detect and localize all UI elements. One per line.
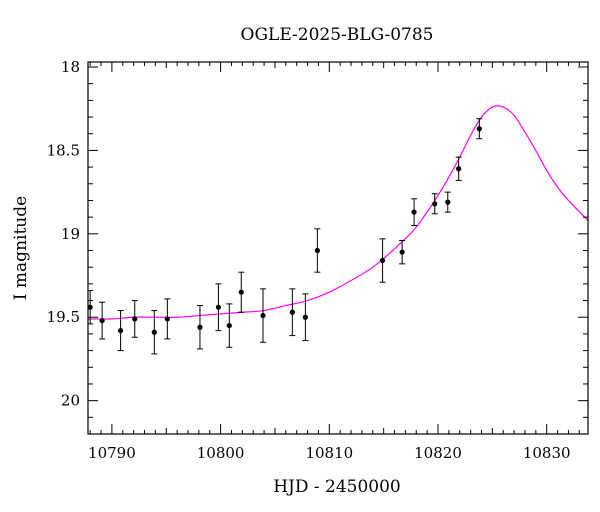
data-point [117,310,124,352]
data-marker [399,249,405,255]
data-point [238,271,245,313]
x-tick-label: 10830 [523,444,571,462]
y-tick-label: 20 [61,392,80,410]
x-tick-label: 10800 [197,444,245,462]
data-point [164,298,171,340]
data-marker [118,327,124,334]
y-tick-label: 19 [61,225,80,243]
y-tick-label: 18 [61,58,80,76]
data-marker [302,314,308,320]
data-marker [88,304,93,310]
data-marker [456,166,462,172]
data-point [399,239,406,265]
data-point [431,193,438,215]
data-point [455,156,462,181]
data-point [260,288,266,343]
data-marker [411,209,417,215]
data-point [411,198,418,226]
data-point [99,301,106,340]
x-tick-label: 10820 [414,444,462,462]
data-point [379,238,386,283]
data-marker [289,309,295,315]
data-marker [151,329,157,335]
data-point [215,283,222,332]
x-tick-label: 10810 [305,444,353,462]
data-point [131,300,138,338]
y-tick-label: 19.5 [47,308,80,326]
data-point [476,118,483,140]
data-point [226,303,233,348]
data-marker [476,126,482,132]
x-tick-label: 10790 [88,444,136,462]
data-marker [226,322,232,329]
data-point [444,191,451,213]
data-point [289,288,296,337]
data-marker [432,201,438,207]
data-point [151,310,158,355]
data-marker [238,289,244,295]
y-axis-label: I magnitude [11,196,31,300]
data-marker [314,247,320,254]
data-marker [99,317,105,324]
data-point [314,228,321,273]
data-point [302,293,309,342]
model-curve [88,105,588,320]
data-marker [260,312,266,319]
data-point [196,305,203,350]
data-marker [132,316,138,322]
data-marker [215,304,222,310]
chart-title: OGLE-2025-BLG-0785 [241,25,434,45]
plot-frame [87,61,589,435]
data-marker [379,257,386,264]
data-marker [445,199,451,205]
x-axis-label: HJD - 2450000 [273,477,401,497]
data-marker [164,316,170,322]
y-tick-label: 18.5 [47,141,80,159]
data-marker [197,324,203,330]
